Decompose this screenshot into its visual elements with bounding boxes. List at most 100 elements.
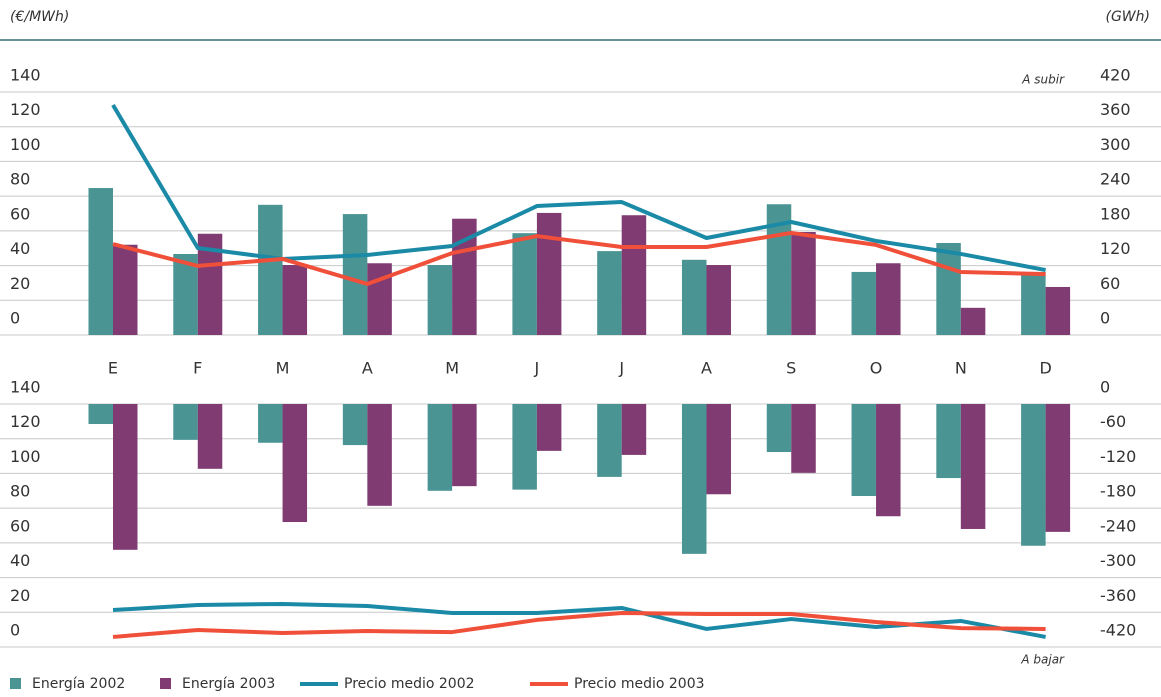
x-tick-label: F (193, 359, 202, 378)
legend-swatch (160, 678, 171, 689)
bar (681, 404, 707, 554)
bar (621, 404, 647, 455)
y2-tick-label: 180 (1100, 204, 1131, 223)
bar (936, 404, 961, 479)
y-tick-label: 60 (10, 204, 30, 223)
y-tick-label: 140 (10, 378, 41, 397)
y-tick-label: 20 (10, 586, 30, 605)
annotation: A bajar (1020, 653, 1065, 667)
y2-tick-label: -300 (1100, 551, 1136, 570)
bar (427, 264, 453, 335)
y-axis-unit: (€/MWh) (10, 9, 69, 25)
bar (282, 404, 308, 523)
x-tick-label: E (108, 359, 118, 378)
x-tick-label: N (955, 359, 967, 378)
bar (960, 404, 986, 529)
annotation: A subir (1021, 73, 1065, 87)
legend-label: Energía 2003 (182, 676, 275, 692)
y-tick-label: 40 (10, 239, 30, 258)
legend-label: Precio medio 2002 (344, 676, 475, 692)
y2-tick-label: -420 (1100, 621, 1136, 640)
bar (367, 404, 392, 506)
x-tick-label: M (445, 359, 459, 378)
y2-tick-label: 0 (1100, 309, 1110, 328)
line (112, 610, 1046, 639)
y-tick-label: 40 (10, 551, 30, 570)
bar (112, 244, 138, 335)
bar (851, 404, 877, 496)
y2-tick-label: -240 (1100, 516, 1136, 535)
bar (597, 404, 622, 477)
bar (960, 307, 986, 335)
y-tick-label: 0 (10, 309, 20, 328)
bar (706, 404, 731, 495)
y-tick-label: 120 (10, 100, 41, 119)
bar (282, 264, 308, 335)
x-tick-label: A (362, 359, 373, 378)
y2-tick-label: 60 (1100, 274, 1120, 293)
bar (791, 232, 816, 335)
bar (1021, 404, 1046, 546)
y-tick-label: 0 (10, 621, 20, 640)
bar (112, 404, 138, 550)
y-tick-label: 120 (10, 412, 41, 431)
y2-tick-label: 300 (1100, 135, 1131, 154)
y2-axis-unit: (GWh) (1106, 9, 1151, 25)
legend-label: Energía 2002 (32, 676, 125, 692)
bar (173, 254, 198, 335)
bar (936, 243, 961, 335)
bar (536, 404, 562, 451)
x-tick-label: M (276, 359, 290, 378)
bar (452, 404, 477, 487)
y-tick-label: 100 (10, 135, 41, 154)
bar (1021, 271, 1046, 335)
bar (258, 204, 283, 335)
y2-tick-label: 420 (1100, 66, 1131, 85)
bar (681, 259, 707, 335)
bar (1045, 404, 1071, 532)
bar (88, 188, 113, 335)
bar (512, 233, 537, 335)
bar (367, 263, 392, 335)
x-tick-label: O (870, 359, 883, 378)
x-tick-label: D (1039, 359, 1051, 378)
bar (851, 271, 877, 335)
y2-tick-label: -360 (1100, 586, 1136, 605)
y-tick-label: 140 (10, 66, 41, 85)
y-tick-label: 80 (10, 482, 30, 501)
line (112, 601, 1046, 639)
bar (197, 404, 223, 469)
bar (706, 264, 731, 335)
y-tick-label: 80 (10, 170, 30, 189)
bar (427, 404, 453, 491)
y-tick-label: 100 (10, 447, 41, 466)
x-tick-label: J (618, 359, 624, 378)
x-tick-label: A (701, 359, 712, 378)
line (112, 230, 1046, 286)
bar (876, 263, 901, 335)
y2-tick-label: 120 (1100, 239, 1131, 258)
x-tick-label: S (786, 359, 796, 378)
bar (173, 404, 198, 440)
bar (621, 215, 647, 335)
bar (512, 404, 537, 490)
y2-tick-label: 0 (1100, 378, 1110, 397)
legend-label: Precio medio 2003 (574, 676, 705, 692)
bar (342, 214, 368, 335)
bar (342, 404, 368, 446)
y2-tick-label: -60 (1100, 412, 1126, 431)
bar (1045, 286, 1071, 335)
y-tick-label: 60 (10, 516, 30, 535)
y2-tick-label: 360 (1100, 100, 1131, 119)
y-tick-label: 20 (10, 274, 30, 293)
bar (791, 404, 816, 473)
bar (597, 251, 622, 335)
y2-tick-label: 240 (1100, 170, 1131, 189)
y2-tick-label: -180 (1100, 482, 1136, 501)
bar (258, 404, 283, 443)
y2-tick-label: -120 (1100, 447, 1136, 466)
bar (876, 404, 901, 517)
line (111, 103, 1046, 273)
bar (88, 404, 113, 425)
